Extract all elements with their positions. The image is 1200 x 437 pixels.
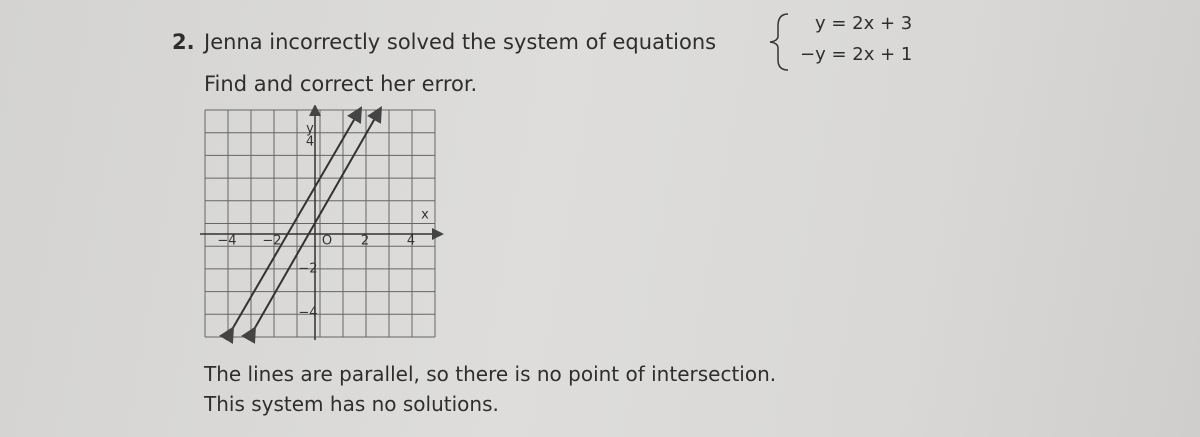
x-label: −2 — [262, 234, 281, 249]
work-line: This system has no solutions. — [204, 392, 499, 416]
prompt: Jenna incorrectly solved the system of e… — [204, 30, 717, 54]
y-label: 4 — [306, 135, 314, 150]
instruction: Find and correct her error. — [204, 72, 478, 96]
x-label: 4 — [407, 234, 415, 249]
y-axis-label: y — [306, 122, 314, 137]
work-line: The lines are parallel, so there is no p… — [204, 362, 777, 386]
x-label: −4 — [217, 234, 236, 249]
problem-number: 2. — [172, 30, 195, 54]
graph: y 4 x −4 −2 O 2 4 −2 −4 — [200, 105, 444, 344]
equation: −y = 2x + 1 — [800, 44, 913, 65]
x-label: O — [322, 234, 332, 249]
equation: y = 2x + 3 — [815, 13, 913, 34]
x-label: 2 — [361, 234, 369, 249]
y-label: −2 — [298, 262, 317, 277]
brace — [769, 13, 789, 71]
x-axis-label: x — [421, 208, 429, 223]
y-label: −4 — [298, 306, 317, 321]
